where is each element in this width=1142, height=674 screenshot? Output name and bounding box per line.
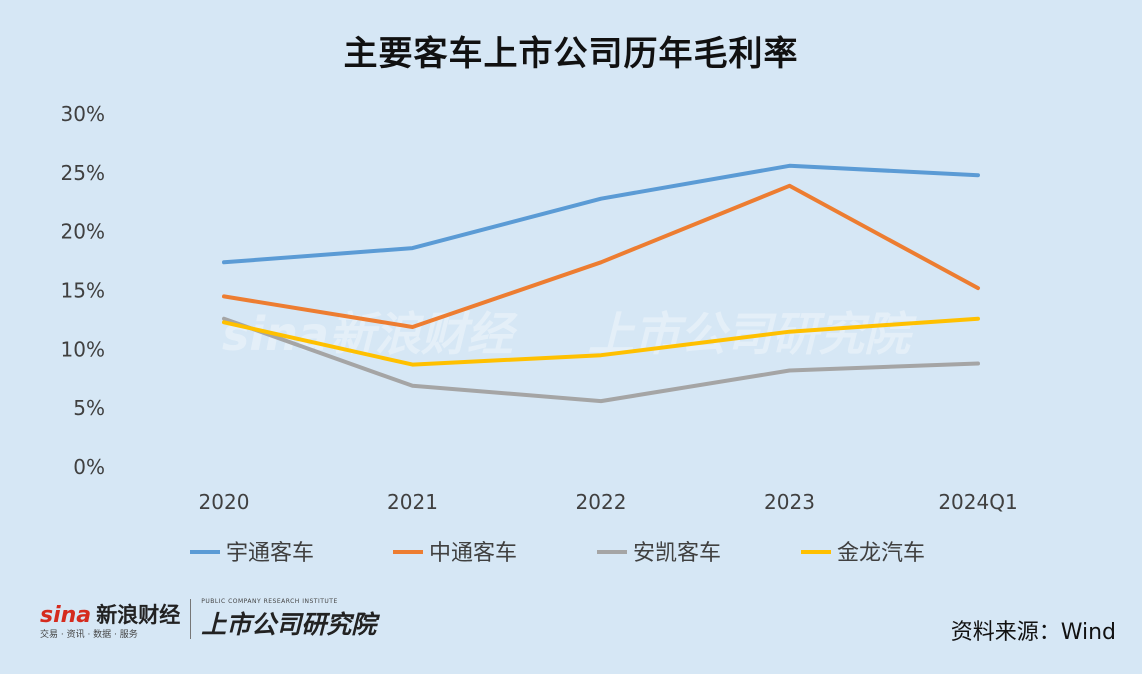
footer-logo: sina 新浪财经 交易 · 资讯 · 数据 · 服务 PUBLIC COMPA… [40,596,376,642]
x-tick-label: 2022 [576,490,627,514]
institute-name: 上市公司研究院 [201,609,377,639]
institute-logo: PUBLIC COMPANY RESEARCH INSTITUTE 上市公司研究… [201,598,376,641]
legend-label: 宇通客车 [226,541,314,566]
x-tick-label: 2021 [387,490,438,514]
source-note: 资料来源：Wind [950,620,1116,645]
y-axis: 0% 5% 10% 15% 20% 25% 30% [61,102,105,479]
watermark-right: 上市公司研究院 [588,307,917,361]
x-axis: 2020 2021 2022 2023 2024Q1 [199,490,1018,514]
legend: 宇通客车 中通客车 安凯客车 金龙汽车 [190,541,925,566]
legend-label: 中通客车 [429,541,517,566]
legend-label: 金龙汽车 [837,541,925,566]
x-tick-label: 2023 [764,490,815,514]
x-tick-label: 2020 [199,490,250,514]
legend-label: 安凯客车 [633,541,721,566]
logo-divider [190,599,192,639]
x-tick-label: 2024Q1 [938,490,1017,514]
y-tick-label: 20% [61,220,105,244]
sina-cn-name: 新浪财经 [96,602,181,627]
chart-title: 主要客车上市公司历年毛利率 [343,34,799,74]
series-lines [222,163,980,404]
y-tick-label: 30% [61,102,105,126]
series-line-1 [222,163,980,265]
sina-logo: sina 新浪财经 交易 · 资讯 · 数据 · 服务 [40,599,180,640]
sina-wordmark: sina [40,602,92,628]
y-tick-label: 0% [73,455,105,479]
watermark: sina新浪财经 上市公司研究院 [222,307,917,361]
y-tick-label: 10% [61,337,105,361]
series-line-2 [222,183,980,329]
y-tick-label: 25% [61,161,105,185]
institute-tagline: PUBLIC COMPANY RESEARCH INSTITUTE [201,597,338,605]
y-tick-label: 5% [73,396,105,420]
y-tick-label: 15% [61,279,105,303]
sina-tagline: 交易 · 资讯 · 数据 · 服务 [40,629,138,640]
